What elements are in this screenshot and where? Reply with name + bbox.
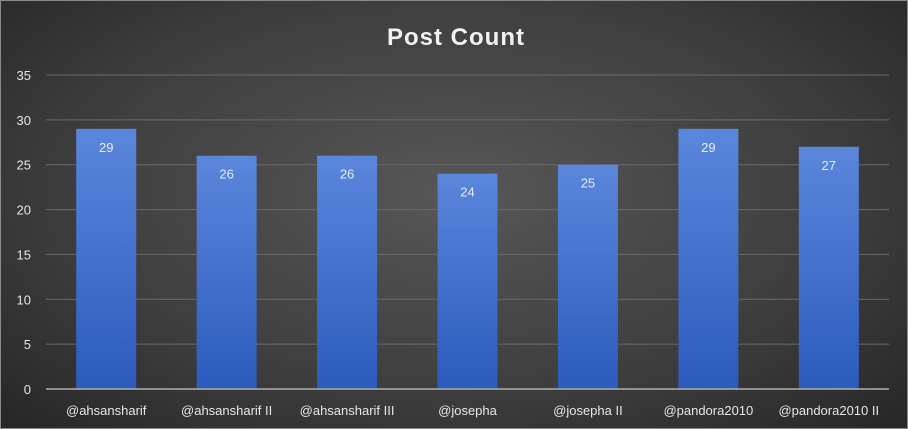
y-tick-label: 15	[17, 247, 31, 262]
bar	[317, 155, 378, 389]
y-tick-label: 5	[24, 337, 31, 352]
y-tick-label: 0	[24, 382, 31, 397]
bar	[196, 155, 257, 389]
bar	[437, 173, 498, 389]
bar	[798, 146, 859, 389]
y-tick-label: 35	[17, 68, 31, 83]
y-tick-label: 10	[17, 292, 31, 307]
bar	[557, 164, 618, 389]
y-axis-ticks: 0 5 10 15 20 25 30 35	[17, 68, 31, 397]
data-label: 25	[581, 176, 595, 191]
x-tick-label: @josepha II	[553, 403, 623, 418]
data-label: 26	[219, 167, 233, 182]
x-tick-label: @ahsansharif	[66, 403, 147, 418]
x-tick-label: @josepha	[438, 403, 498, 418]
y-tick-label: 20	[17, 203, 31, 218]
x-tick-label: @pandora2010 II	[778, 403, 879, 418]
x-tick-label: @ahsansharif II	[181, 403, 272, 418]
bars	[76, 128, 859, 389]
y-tick-label: 25	[17, 158, 31, 173]
x-axis-categories: @ahsansharif @ahsansharif II @ahsansharif …	[66, 403, 879, 418]
data-label: 26	[340, 167, 354, 182]
chart-title: Post Count	[387, 24, 525, 51]
data-label: 24	[460, 185, 474, 200]
bar	[76, 128, 137, 389]
data-labels: 29 26 26 24 25 29 27	[99, 140, 836, 200]
data-label: 29	[99, 140, 113, 155]
bar	[678, 128, 739, 389]
x-tick-label: @pandora2010	[663, 403, 753, 418]
y-tick-label: 30	[17, 113, 31, 128]
x-tick-label: @ahsansharif III	[300, 403, 395, 418]
data-label: 29	[701, 140, 715, 155]
data-label: 27	[822, 158, 836, 173]
